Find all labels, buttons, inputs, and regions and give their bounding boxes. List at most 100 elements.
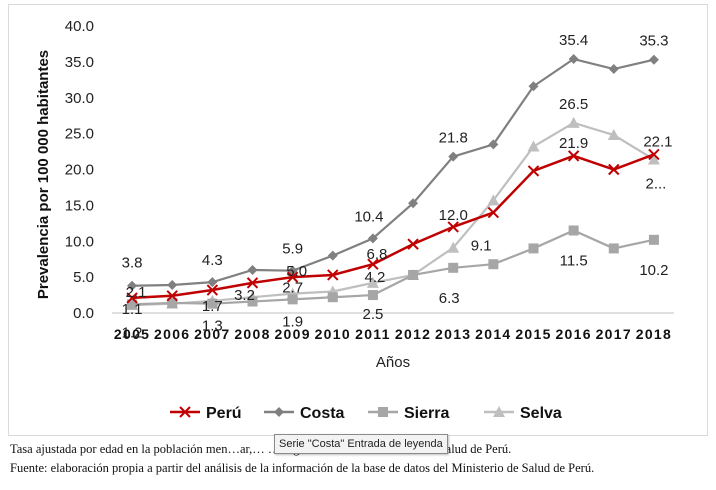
data-point-costa [167, 280, 178, 291]
data-label: 6.8 [366, 246, 387, 263]
x-tick-label: 2006 [154, 326, 190, 342]
data-point-peru [608, 163, 620, 176]
legend-label: Selva [520, 405, 562, 422]
series-line-sierra [132, 229, 655, 306]
series-line-costa [132, 57, 655, 287]
data-label: 1.1 [122, 301, 143, 318]
data-point-peru [166, 290, 178, 302]
x-tick-label: 2018 [636, 326, 672, 342]
data-label: 1.7 [202, 298, 223, 315]
data-point-peru-stroke [527, 165, 540, 177]
data-point-selva [567, 116, 580, 128]
data-point-sierra [488, 259, 499, 270]
data-point-costa [207, 277, 218, 288]
data-point-sierra [127, 299, 138, 310]
data-label: 10.4 [354, 208, 383, 225]
data-label: 21.8 [439, 130, 468, 147]
data-point-peru [527, 165, 540, 177]
data-point-peru-stroke [407, 238, 419, 250]
x-tick-label: 2016 [555, 326, 591, 342]
y-tick-label: 15.0 [65, 197, 94, 214]
data-point-costa [287, 265, 298, 276]
y-tick-label: 5.0 [73, 269, 94, 286]
data-point-peru [567, 150, 580, 162]
data-point-costa [127, 280, 138, 291]
data-point-costa [448, 151, 459, 162]
y-tick-label: 0.0 [73, 305, 94, 322]
legend-marker-stroke [179, 406, 191, 418]
data-label: 5.9 [282, 241, 303, 258]
data-point-peru-stroke [447, 221, 459, 233]
data-label: 4.2 [364, 269, 385, 286]
data-point-peru [407, 238, 419, 250]
data-point-costa [608, 64, 619, 75]
data-label: 2.5 [362, 306, 383, 323]
data-point-peru-stroke [608, 163, 620, 176]
data-label: 3.2 [234, 287, 255, 304]
x-tick-label: 2017 [596, 326, 632, 342]
data-point-peru-stroke [487, 206, 500, 219]
data-point-sierra [568, 225, 579, 236]
data-label: 9.1 [471, 238, 492, 255]
x-tick-label: 2011 [355, 326, 391, 342]
x-axis-title: Años [376, 354, 410, 371]
series-line-selva [132, 121, 655, 307]
data-point-peru-stroke [126, 292, 138, 304]
data-point-costa [247, 264, 258, 275]
data-point-selva [607, 129, 620, 141]
data-point-peru [206, 284, 219, 296]
data-point-peru-stroke [327, 269, 339, 281]
data-point-peru [648, 148, 660, 161]
data-point-sierra [448, 262, 459, 273]
data-point-peru [487, 206, 500, 219]
data-label: 35.4 [559, 32, 588, 49]
legend-label: Costa [300, 405, 345, 422]
x-tick-label: 2007 [194, 326, 230, 342]
data-point-peru-stroke [567, 150, 580, 162]
data-label: 2... [645, 175, 666, 192]
data-label: 4.3 [202, 252, 223, 269]
data-label: 22.1 [643, 133, 672, 150]
x-tick-label: 2013 [435, 326, 471, 342]
y-tick-label: 35.0 [65, 54, 94, 71]
data-point-costa [648, 54, 659, 65]
data-point-costa [367, 233, 378, 244]
data-point-peru [126, 292, 138, 304]
data-label: 10.2 [639, 262, 668, 279]
x-tick-label: 2012 [395, 326, 431, 342]
data-point-selva [527, 140, 540, 152]
legend-item-selva: Selva [484, 405, 562, 422]
legend-label: Perú [206, 405, 242, 422]
data-point-selva [487, 194, 500, 206]
data-point-sierra [287, 294, 298, 305]
x-tick-label: 2005 [114, 326, 150, 342]
x-tick-label: 2008 [234, 326, 270, 342]
legend-item-peru: Perú [170, 405, 242, 422]
data-label: 1.9 [282, 313, 303, 330]
footnote-line-2: Fuente: elaboración propia a partir del … [10, 461, 595, 475]
y-tick-label: 30.0 [65, 90, 94, 107]
data-label: 11.5 [560, 252, 588, 269]
data-point-selva [366, 276, 379, 288]
series-line-peru [132, 153, 655, 300]
data-point-costa [568, 54, 579, 65]
data-point-peru-stroke [367, 258, 379, 270]
legend-item-costa: Costa [264, 405, 345, 422]
data-point-peru [286, 271, 299, 283]
y-tick-label: 25.0 [65, 126, 94, 143]
legend-marker [274, 407, 284, 417]
data-point-peru-stroke [206, 284, 219, 296]
legend-tooltip: Serie "Costa" Entrada de leyenda [274, 434, 448, 454]
data-point-sierra [247, 296, 258, 307]
data-point-costa [528, 81, 539, 92]
y-axis-title: Prevalencia por 100 000 habitantes [35, 50, 52, 299]
data-label: 1.3 [202, 318, 223, 335]
data-label: 21.9 [559, 135, 588, 152]
data-point-sierra [367, 290, 378, 301]
legend-item-sierra: Sierra [368, 405, 449, 422]
data-label: 26.5 [559, 96, 588, 113]
data-label: 1.2 [122, 324, 143, 341]
data-point-sierra [648, 234, 659, 245]
data-point-costa [408, 198, 419, 209]
